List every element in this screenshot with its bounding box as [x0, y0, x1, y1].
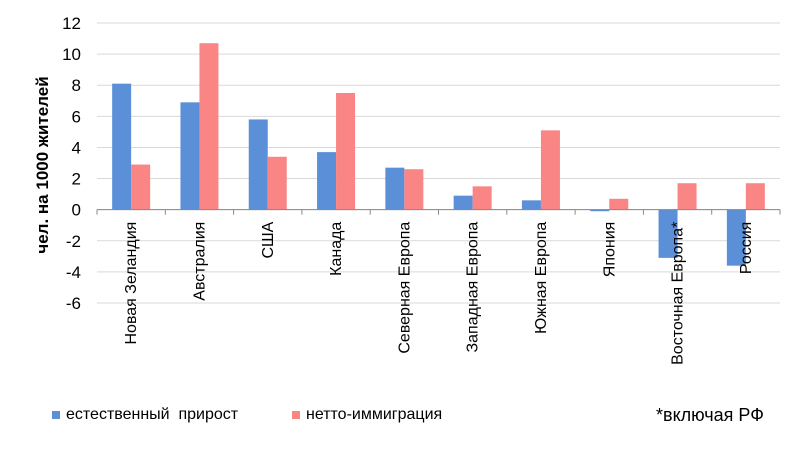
bar-natural-growth [248, 119, 268, 210]
category-label: Восточная Европа* [670, 222, 687, 365]
bar-net-immigration [131, 164, 151, 210]
y-tick-label: 0 [72, 201, 81, 220]
category-label: Австралия [191, 222, 208, 301]
category-label: Япония [601, 222, 618, 278]
category-label: Новая Зеландия [123, 222, 140, 345]
category-label: Канада [328, 222, 345, 276]
bar-natural-growth [112, 83, 132, 210]
bar-net-immigration [336, 93, 356, 210]
y-axis-ticks: -6 -4 -2 0 2 4 6 8 10 12 [62, 14, 81, 313]
y-tick-label: 8 [72, 76, 81, 95]
legend-label: естественный прирост [66, 406, 239, 423]
x-axis-tick-marks [96, 209, 781, 215]
category-label: Северная Европа [396, 222, 413, 354]
category-label: США [260, 221, 277, 258]
bar-natural-growth [317, 152, 337, 210]
y-tick-label: -4 [66, 263, 81, 282]
bar-net-immigration [472, 186, 492, 210]
y-tick-label: 2 [72, 170, 81, 189]
bar-natural-growth [590, 209, 610, 212]
category-label: Западная Европа [465, 222, 482, 353]
bar-natural-growth [453, 195, 473, 210]
y-tick-label: 12 [62, 14, 81, 33]
legend-item-net-immigration: нетто-иммиграция [292, 406, 442, 424]
y-axis-label: чел. на 1000 жителей [33, 76, 52, 253]
legend-swatch [52, 411, 60, 419]
y-tick-label: -2 [66, 232, 81, 251]
bar-net-immigration [677, 183, 697, 210]
bar-natural-growth [658, 209, 678, 258]
category-label: Южная Европа [533, 222, 550, 334]
legend-swatch [292, 411, 300, 419]
bar-natural-growth [180, 102, 200, 210]
bar-net-immigration [267, 156, 287, 210]
bars [112, 43, 765, 266]
footnote: *включая РФ [656, 405, 764, 425]
bar-net-immigration [745, 183, 765, 210]
y-tick-label: 4 [72, 138, 81, 157]
bar-net-immigration [199, 43, 219, 210]
bar-net-immigration [609, 198, 629, 210]
bar-net-immigration [540, 130, 560, 210]
category-label: Россия [738, 222, 755, 274]
legend-item-natural-growth: естественный прирост [52, 406, 238, 424]
bar-natural-growth [385, 167, 405, 210]
y-tick-label: 10 [62, 45, 81, 64]
category-labels: Новая Зеландия Австралия США Канада Северная… [123, 221, 755, 365]
bar-natural-growth [726, 209, 746, 266]
y-tick-label: 6 [72, 107, 81, 126]
legend-label: нетто-иммиграция [306, 406, 443, 423]
bar-net-immigration [404, 169, 424, 210]
y-tick-label: -6 [66, 294, 81, 313]
bar-natural-growth [521, 200, 541, 210]
